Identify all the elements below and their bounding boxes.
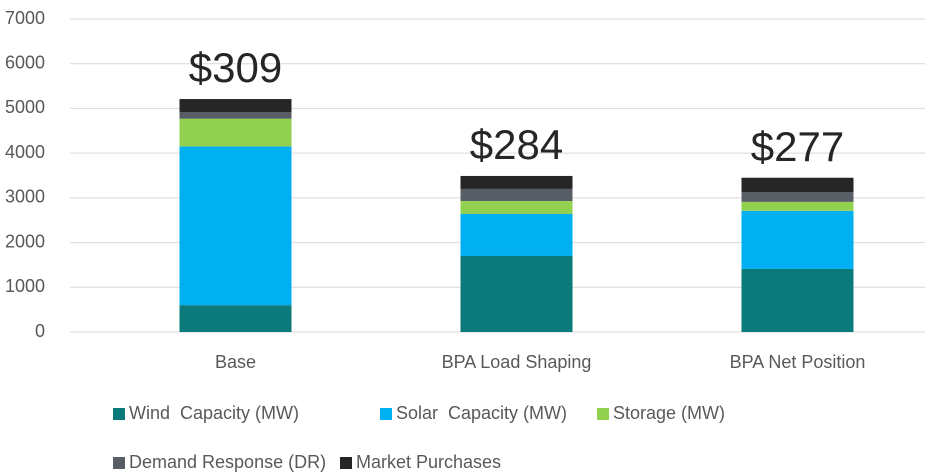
annotation: $309 — [189, 44, 282, 91]
legend-swatch — [340, 457, 352, 469]
legend-label: Market Purchases — [356, 452, 501, 472]
y-tick-label: 4000 — [5, 142, 45, 162]
x-tick-label: BPA Load Shaping — [442, 352, 592, 372]
y-tick-label: 7000 — [5, 8, 45, 28]
bar-segment — [741, 177, 854, 193]
y-tick-label: 6000 — [5, 52, 45, 72]
bar-segment — [460, 188, 573, 201]
bar-segment — [460, 213, 573, 256]
bar-segment — [460, 255, 573, 332]
y-tick-label: 0 — [35, 321, 45, 341]
bar-segment — [179, 146, 292, 306]
x-tick-label: Base — [215, 352, 256, 372]
legend-swatch — [597, 408, 609, 420]
annotation: $284 — [470, 121, 563, 168]
bar-segment — [179, 118, 292, 147]
y-tick-label: 3000 — [5, 187, 45, 207]
y-tick-label: 2000 — [5, 231, 45, 251]
annotation: $277 — [751, 123, 844, 170]
legend-swatch — [113, 457, 125, 469]
bar-segment — [741, 210, 854, 269]
bar-segment — [460, 200, 573, 214]
bar-segment — [179, 112, 292, 119]
y-tick-label: 5000 — [5, 97, 45, 117]
y-tick-label: 1000 — [5, 276, 45, 296]
bar-segment — [741, 201, 854, 211]
legend-label: Demand Response (DR) — [129, 452, 326, 472]
legend-swatch — [113, 408, 125, 420]
bar-segment — [741, 192, 854, 202]
legend-label: Wind Capacity (MW) — [129, 403, 299, 423]
bar-segment — [741, 268, 854, 332]
legend-label: Storage (MW) — [613, 403, 725, 423]
bar-segment — [179, 305, 292, 332]
legend-swatch — [380, 408, 392, 420]
x-tick-label: BPA Net Position — [730, 352, 866, 372]
bar-segment — [179, 99, 292, 113]
legend-label: Solar Capacity (MW) — [396, 403, 567, 423]
bar-segment — [460, 175, 573, 189]
